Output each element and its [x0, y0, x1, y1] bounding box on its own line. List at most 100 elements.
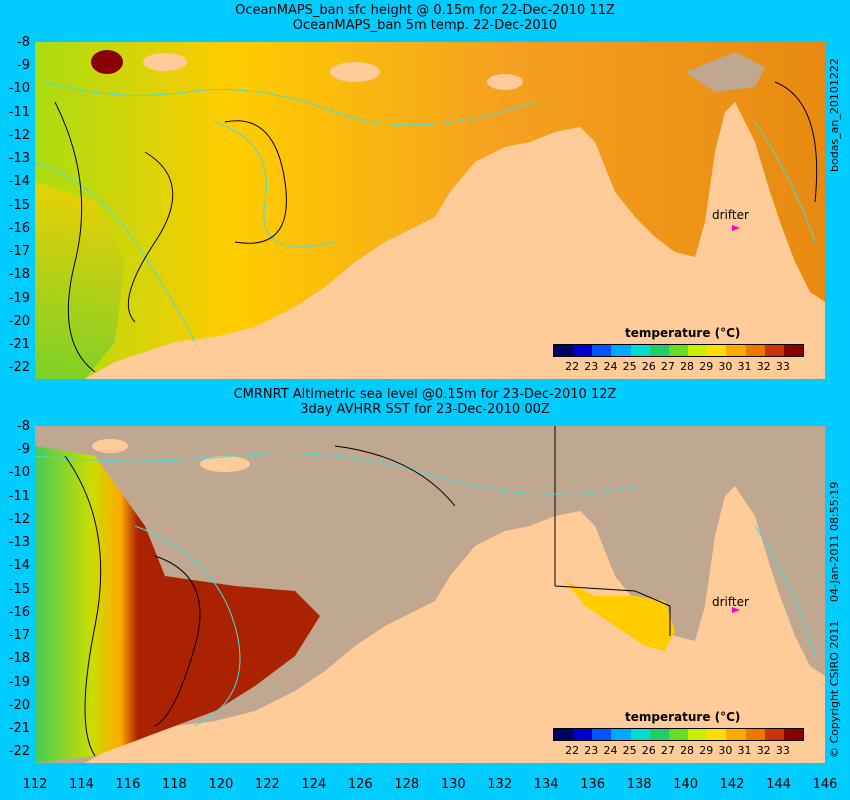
colorbar-segment — [554, 345, 574, 356]
latitude-label: -11 — [8, 104, 30, 120]
colorbar-segment — [592, 345, 612, 356]
colorbar-tick-label: 23 — [584, 360, 599, 373]
colorbar-segment — [764, 345, 784, 356]
latitude-label: -18 — [8, 267, 30, 283]
island — [200, 456, 250, 472]
latitude-label: -21 — [8, 337, 30, 353]
longitude-label: 124 — [301, 777, 327, 792]
bottom-side-date: 04-Jan-2011 08:55:19 — [828, 481, 841, 602]
colorbar-segment — [783, 345, 804, 356]
latitude-label: -8 — [17, 419, 30, 434]
colorbar-tick-label: 25 — [622, 744, 637, 757]
latitude-label: -14 — [8, 558, 30, 574]
bottom-drifter-label: drifter — [712, 595, 749, 609]
top-title-line2: OceanMAPS_ban 5m temp. 22-Dec-2010 — [292, 18, 558, 33]
latitude-label: -22 — [8, 744, 30, 760]
colorbar-tick-label: 26 — [641, 744, 656, 757]
black-contours — [54, 81, 818, 373]
island — [143, 53, 187, 71]
longitude-label: 114 — [69, 777, 94, 792]
colorbar-segment — [611, 729, 631, 740]
colorbar-segment — [592, 729, 612, 740]
latitude-label: -9 — [17, 442, 30, 458]
island — [330, 62, 380, 82]
island — [92, 439, 128, 453]
colorbar-tick-label: 32 — [756, 360, 771, 373]
colorbar-segment — [707, 345, 727, 356]
cyan-contours — [35, 81, 816, 343]
top-map-panel — [35, 42, 825, 379]
latitude-label: -19 — [8, 674, 30, 690]
latitude-label: -11 — [8, 488, 30, 504]
colorbar-segment — [630, 729, 650, 740]
hot-spot — [91, 50, 123, 74]
latitude-label: -8 — [17, 35, 30, 50]
colorbar-segment — [745, 345, 765, 356]
colorbar-tick-label: 27 — [660, 360, 675, 373]
latitude-label: -19 — [8, 290, 30, 306]
latitude-label: -13 — [8, 151, 30, 167]
longitude-label: 136 — [580, 777, 606, 792]
longitude-label: 122 — [254, 777, 280, 792]
colorbar-segment — [630, 345, 650, 356]
longitude-label: 146 — [812, 777, 838, 792]
colorbar-tick-label: 33 — [775, 360, 790, 373]
bottom-title-line1: CMRNRT Altimetric sea level @0.15m for 2… — [233, 387, 617, 402]
island — [487, 74, 523, 90]
longitude-label: 120 — [208, 777, 234, 792]
latitude-label: -20 — [8, 313, 30, 329]
colorbar-segment — [668, 729, 689, 740]
bottom-map-svg — [35, 426, 825, 763]
colorbar-tick-label: 32 — [756, 744, 771, 757]
latitude-label: -15 — [8, 197, 30, 213]
colorbar-tick-label: 31 — [737, 360, 752, 373]
colorbar-tick-label: 30 — [718, 744, 733, 757]
colorbar-segment — [745, 729, 765, 740]
latitude-label: -13 — [8, 535, 30, 551]
colorbar-segment — [668, 345, 689, 356]
latitude-label: -21 — [8, 721, 30, 737]
top-colorbar — [553, 344, 804, 357]
colorbar-tick-label: 25 — [622, 360, 637, 373]
longitude-label: 138 — [626, 777, 652, 792]
latitude-label: -16 — [8, 604, 30, 620]
colorbar-segment — [688, 729, 708, 740]
longitude-label: 116 — [115, 777, 141, 792]
colorbar-tick-label: 29 — [699, 744, 714, 757]
latitude-label: -17 — [8, 244, 30, 260]
longitude-label: 128 — [394, 777, 420, 792]
cyan-contours — [35, 453, 816, 727]
colorbar-tick-label: 31 — [737, 744, 752, 757]
bottom-side-copyright: © Copyright CSIRO 2011 — [828, 620, 841, 758]
colorbar-tick-label: 24 — [603, 744, 618, 757]
top-drifter-label: drifter — [712, 208, 749, 222]
colorbar-segment — [764, 729, 784, 740]
latitude-label: -22 — [8, 360, 30, 376]
top-legend-title: temperature (°C) — [625, 326, 741, 340]
no-data-patch — [685, 52, 765, 92]
colorbar-segment — [783, 729, 804, 740]
top-side-label: bodas_an_20101222 — [828, 58, 841, 172]
ocean-temp-field — [35, 42, 825, 379]
colorbar-segment — [688, 345, 708, 356]
sst-data-west — [35, 446, 320, 763]
longitude-label: 142 — [719, 777, 745, 792]
longitude-label: 118 — [161, 777, 187, 792]
bottom-legend-title: temperature (°C) — [625, 710, 741, 724]
black-contours — [64, 445, 456, 757]
latitude-label: -18 — [8, 651, 30, 667]
latitude-label: -16 — [8, 220, 30, 236]
bottom-map-panel — [35, 426, 825, 763]
longitude-label: 126 — [347, 777, 373, 792]
colorbar-tick-label: 22 — [565, 744, 580, 757]
colorbar-segment — [573, 345, 593, 356]
top-title-line1: OceanMAPS_ban sfc height @ 0.15m for 22-… — [235, 3, 615, 18]
latitude-label: -20 — [8, 697, 30, 713]
colorbar-tick-label: 23 — [584, 744, 599, 757]
latitude-label: -12 — [8, 127, 30, 143]
drifter-marker — [732, 225, 740, 231]
latitude-label: -17 — [8, 628, 30, 644]
land-outline — [554, 426, 671, 636]
colorbar-segment — [611, 345, 631, 356]
longitude-label: 144 — [766, 777, 791, 792]
